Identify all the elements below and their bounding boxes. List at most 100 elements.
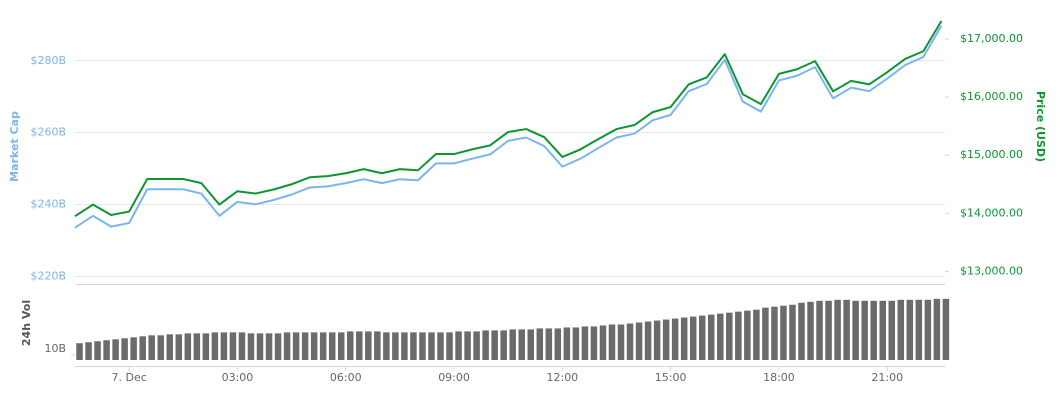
volume-bar: [103, 340, 110, 360]
volume-bar: [798, 302, 805, 360]
volume-bar: [789, 304, 796, 360]
volume-bar: [509, 329, 516, 360]
x-tick-label: 15:00: [655, 371, 687, 384]
volume-bar: [121, 338, 128, 360]
volume-bar: [301, 332, 309, 360]
volume-bar: [861, 300, 868, 360]
volume-bar: [888, 300, 896, 360]
volume-bar: [211, 332, 219, 360]
volume-bar: [563, 327, 571, 360]
volume-bar: [816, 300, 823, 360]
volume-bar: [85, 342, 92, 360]
volume-bar: [500, 330, 507, 360]
volume-bar: [518, 329, 525, 360]
volume-bar: [94, 341, 101, 360]
volume-bar: [572, 327, 580, 360]
volume-bar: [843, 299, 850, 360]
volume-bar: [455, 331, 462, 360]
volume-bar: [825, 300, 832, 360]
y-tick-label: $220B: [30, 269, 66, 282]
volume-bar: [410, 332, 417, 360]
volume-bar: [274, 333, 282, 360]
x-tick-label: 21:00: [871, 371, 903, 384]
volume-bar: [717, 313, 724, 360]
volume-bar: [735, 311, 742, 360]
volume-bar: [491, 330, 498, 360]
line-series: [74, 20, 943, 218]
volume-bar: [924, 299, 932, 360]
volume-bar: [536, 328, 544, 360]
volume-bar: [906, 299, 914, 360]
volume-bar: [347, 331, 354, 360]
y-axis-title: Market Cap: [8, 111, 21, 182]
volume-bar: [428, 332, 435, 360]
volume-bar: [581, 326, 589, 360]
volume-bar: [139, 336, 146, 360]
volume-bar: [184, 333, 192, 360]
volume-bar: [383, 332, 390, 360]
volume-bar: [392, 332, 399, 360]
volume-bar: [915, 299, 923, 360]
volume-bar: [419, 332, 426, 360]
volume-bar: [897, 299, 905, 360]
volume-bar: [401, 332, 408, 360]
volume-bar: [319, 332, 327, 360]
volume-bar: [942, 298, 950, 360]
y2-tick-label: $17,000.00: [960, 32, 1023, 45]
volume-bar: [662, 319, 670, 360]
y-tick-label: 10B: [44, 342, 66, 355]
volume-bar: [635, 322, 643, 360]
volume-bar: [482, 330, 489, 360]
volume-bar: [112, 339, 119, 360]
volume-bar: [265, 333, 273, 360]
volume-bar: [744, 310, 751, 360]
x-tick-label: 12:00: [546, 371, 578, 384]
volume-bar: [653, 320, 661, 360]
volume-bar: [590, 326, 598, 360]
y2-tick-label: $14,000.00: [960, 206, 1023, 219]
volume-bar: [680, 317, 688, 360]
volume-bar: [545, 328, 553, 360]
volume-bar: [76, 343, 83, 360]
x-tick-label: 06:00: [330, 371, 362, 384]
volume-bar: [834, 299, 841, 360]
volume-bar: [762, 307, 769, 360]
volume-bar: [852, 300, 859, 360]
y2-tick-label: $16,000.00: [960, 90, 1023, 103]
volume-bar: [310, 332, 318, 360]
volume-bar: [283, 332, 291, 360]
volume-bar: [933, 298, 941, 360]
volume-bar: [644, 321, 652, 360]
volume-bar: [473, 331, 480, 360]
volume-bar: [554, 328, 562, 360]
y2-axis-title: Price (USD): [1034, 91, 1047, 162]
volume-bar: [446, 332, 453, 360]
volume-bar: [229, 332, 237, 360]
y-tick-label: $240B: [30, 197, 66, 210]
line-series: [74, 25, 943, 229]
volume-bar: [527, 329, 535, 360]
y-axis-title: 24h Vol: [20, 300, 33, 346]
volume-bar: [807, 301, 814, 360]
volume-bar: [365, 331, 372, 360]
y-tick-label: $280B: [30, 54, 66, 67]
x-tick-label: 18:00: [763, 371, 795, 384]
volume-bar: [175, 334, 183, 360]
volume-bar: [617, 324, 625, 360]
x-tick-label: 09:00: [438, 371, 470, 384]
x-tick-label: 7. Dec: [112, 371, 147, 384]
volume-bar: [256, 333, 264, 360]
volume-bar: [328, 332, 336, 360]
y2-tick-label: $15,000.00: [960, 148, 1023, 161]
volume-bar: [437, 332, 444, 360]
volume-bar: [708, 314, 715, 360]
volume-bar: [356, 331, 363, 360]
volume-bar: [771, 306, 778, 360]
volume-bar: [698, 315, 706, 360]
volume-bar: [238, 332, 246, 360]
x-tick-label: 03:00: [222, 371, 254, 384]
volume-bar: [726, 312, 733, 360]
volume-bar: [157, 335, 164, 360]
